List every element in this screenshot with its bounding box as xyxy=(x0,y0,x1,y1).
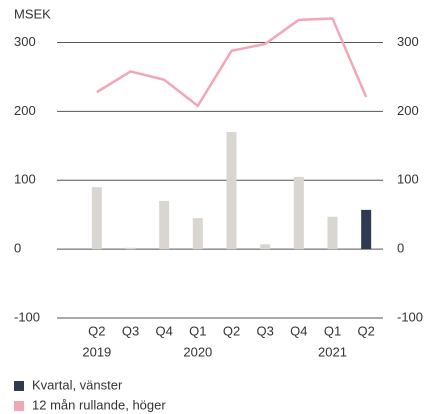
bar xyxy=(91,187,102,250)
bar xyxy=(159,200,170,250)
bar xyxy=(361,209,372,250)
bar xyxy=(260,244,271,250)
x-tick-label: Q2 xyxy=(223,323,240,338)
bar xyxy=(226,132,237,250)
y-tick-label: -100 xyxy=(14,309,40,324)
legend-label: 12 mån rullande, höger xyxy=(32,397,166,412)
bar xyxy=(125,247,136,250)
x-tick-label: Q1 xyxy=(324,323,341,338)
bar xyxy=(327,216,338,250)
y-tick-label: 300 xyxy=(14,34,36,49)
x-tick-label: Q3 xyxy=(122,323,139,338)
legend-swatch xyxy=(14,381,24,391)
y2-tick-label: 100 xyxy=(397,172,419,187)
year-label: 2019 xyxy=(82,344,111,359)
x-tick-label: Q3 xyxy=(256,323,273,338)
y-tick-label: 100 xyxy=(14,172,36,187)
y2-tick-label: -100 xyxy=(397,309,423,324)
x-tick-label: Q2 xyxy=(357,323,374,338)
x-tick-label: Q2 xyxy=(88,323,105,338)
y-tick-label: 0 xyxy=(14,241,21,256)
x-tick-label: Q4 xyxy=(290,323,307,338)
year-label: 2021 xyxy=(318,344,347,359)
bar xyxy=(192,218,203,250)
legend-label: Kvartal, vänster xyxy=(32,377,123,392)
line xyxy=(96,17,368,108)
y2-tick-label: 0 xyxy=(397,241,404,256)
year-label: 2020 xyxy=(183,344,212,359)
x-tick-label: Q1 xyxy=(189,323,206,338)
x-tick-label: Q4 xyxy=(155,323,172,338)
y2-tick-label: 300 xyxy=(397,34,419,49)
legend-swatch xyxy=(14,401,24,411)
bar xyxy=(293,176,304,250)
y-axis-label: MSEK xyxy=(14,6,51,21)
y2-tick-label: 200 xyxy=(397,103,419,118)
y-tick-label: 200 xyxy=(14,103,36,118)
